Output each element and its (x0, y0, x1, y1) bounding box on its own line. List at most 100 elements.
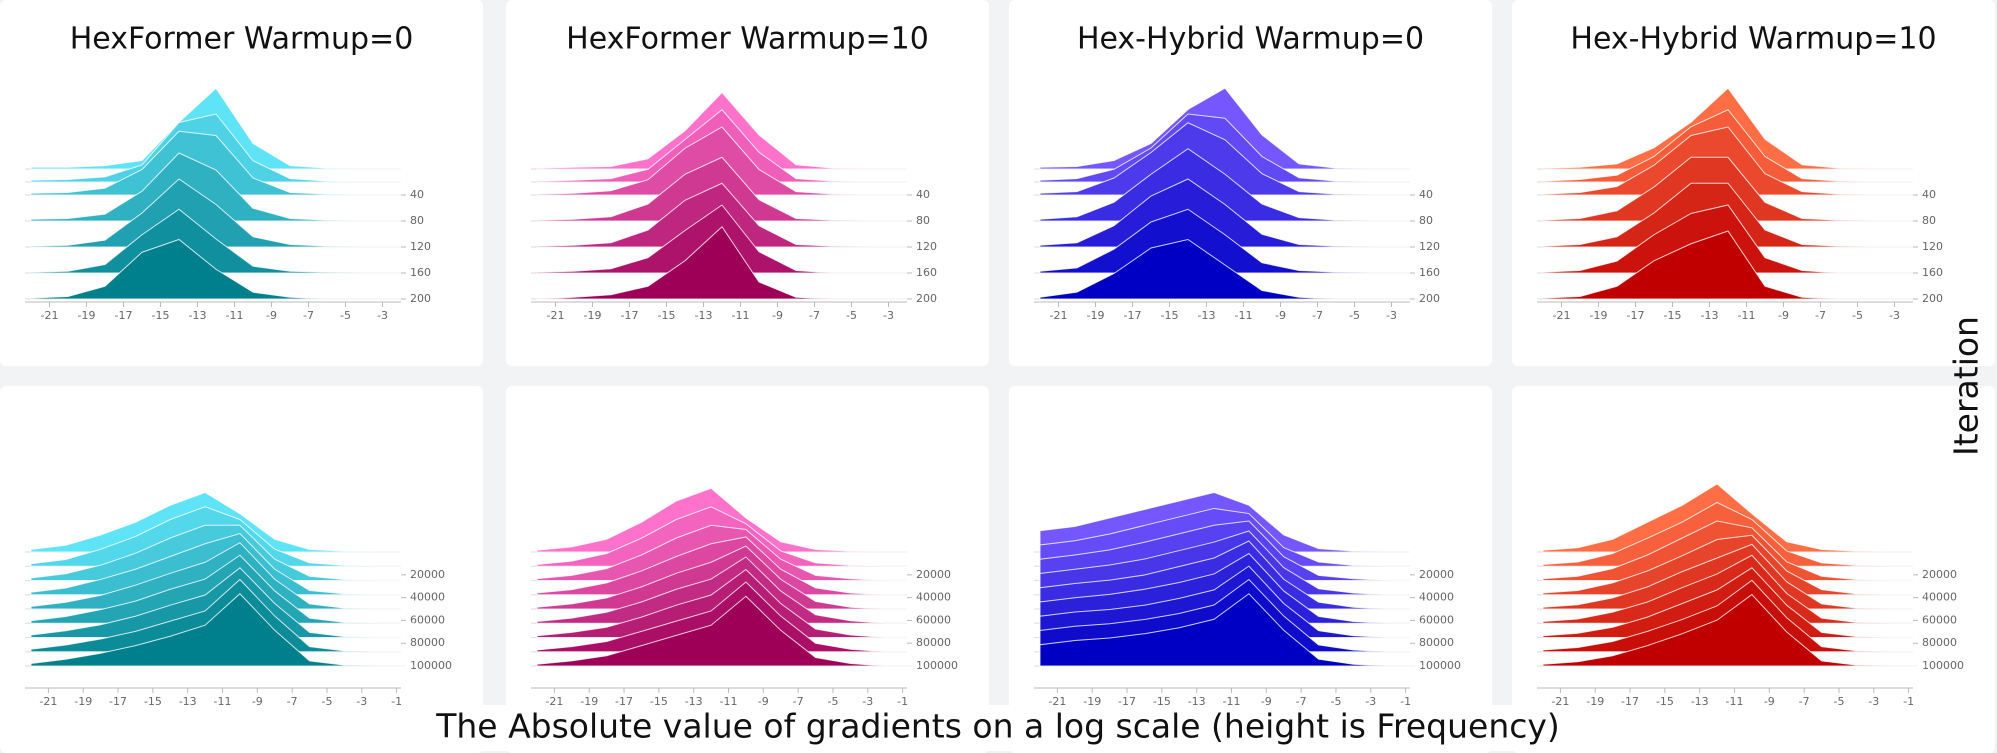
y-tick-label: 60000 (1922, 613, 1957, 626)
panel: -21 -19 -17 -15 -13 -11 -9 -7 -5 -3 -1 20000 40000 60… (506, 386, 989, 753)
x-tick-label: -19 (1083, 695, 1101, 708)
x-tick-label: -21 (41, 309, 59, 322)
x-tick-label: -7 (287, 695, 298, 708)
x-tick-label: -11 (214, 695, 232, 708)
x-tick-label: -5 (846, 309, 857, 322)
x-tick-label: -21 (547, 309, 565, 322)
label-backdrop (410, 705, 1590, 751)
ridge (1039, 593, 1423, 667)
x-tick-label: -21 (1553, 309, 1571, 322)
ridge (536, 225, 907, 300)
ridge (1542, 593, 1926, 667)
x-tick-label: -3 (356, 695, 367, 708)
x-tick-label: -11 (226, 309, 244, 322)
x-tick-label: -19 (78, 309, 96, 322)
x-tick-label: -11 (720, 695, 738, 708)
y-tick-label: 60000 (410, 613, 445, 626)
x-tick-label: -13 (685, 695, 703, 708)
y-tick-label: 40 (1419, 188, 1433, 201)
y-tick-label: 40000 (410, 591, 445, 604)
y-tick-label: 60000 (1419, 613, 1454, 626)
x-tick-label: -17 (1621, 695, 1639, 708)
x-tick-label: -15 (1656, 695, 1674, 708)
x-tick-label: -17 (115, 309, 133, 322)
x-tick-label: -21 (1050, 309, 1068, 322)
x-tick-label: -1 (897, 695, 908, 708)
ridge (1039, 178, 1410, 248)
x-tick-label: -19 (74, 695, 92, 708)
y-tick-label: 20000 (1922, 568, 1957, 581)
x-tick-label: -5 (321, 695, 332, 708)
y-tick-label: 100000 (410, 659, 452, 672)
x-tick-label: -11 (1726, 695, 1744, 708)
y-axis-title: Iteration (1947, 316, 1986, 456)
y-tick-label: 160 (410, 266, 431, 279)
panel: -21 -19 -17 -15 -13 -11 -9 -7 -5 -3 -1 20000 40000 60… (1512, 386, 1995, 753)
ridge (1039, 238, 1410, 300)
x-tick-label: -15 (658, 309, 676, 322)
x-tick-label: -3 (1386, 309, 1397, 322)
panel-title: HexFormer Warmup=0 (70, 22, 414, 57)
x-tick-label: -13 (1188, 695, 1206, 708)
x-tick-label: -7 (1296, 695, 1307, 708)
y-tick-label: 100000 (1419, 659, 1461, 672)
x-tick-label: -5 (1833, 695, 1844, 708)
x-tick-label: -7 (303, 309, 314, 322)
ridge (30, 238, 401, 300)
y-tick-label: 80000 (916, 636, 951, 649)
y-tick-label: 20000 (410, 568, 445, 581)
x-tick-label: -17 (621, 309, 639, 322)
x-tick-label: -7 (793, 695, 804, 708)
x-tick-label: -17 (1124, 309, 1142, 322)
x-tick-label: -19 (1586, 695, 1604, 708)
x-tick-label: -17 (1118, 695, 1136, 708)
panel-title: Hex-Hybrid Warmup=10 (1570, 22, 1936, 57)
x-tick-label: -7 (1815, 309, 1826, 322)
x-tick-label: -19 (584, 309, 602, 322)
x-tick-label: -5 (827, 695, 838, 708)
x-tick-label: -15 (1161, 309, 1179, 322)
ridge (536, 595, 920, 667)
x-tick-label: -13 (1701, 309, 1719, 322)
x-tick-label: -11 (732, 309, 750, 322)
x-tick-label: -5 (340, 309, 351, 322)
y-tick-label: 120 (410, 240, 431, 253)
y-tick-label: 80 (1419, 214, 1433, 227)
y-tick-label: 40000 (1419, 591, 1454, 604)
ridge (1542, 230, 1913, 300)
x-tick-label: -15 (1664, 309, 1682, 322)
x-tick-label: -9 (1261, 695, 1272, 708)
y-tick-label: 80000 (1419, 636, 1454, 649)
panel: Hex-Hybrid Warmup=10 -21 -19 -17 -15 -13 -11 -9… (1512, 0, 1995, 366)
y-tick-label: 80 (410, 214, 424, 227)
x-tick-label: -19 (1087, 309, 1105, 322)
x-tick-label: -19 (1590, 309, 1608, 322)
panel: -21 -19 -17 -15 -13 -11 -9 -7 -5 -3 -1 20000 40000 60… (0, 386, 483, 753)
y-tick-label: 120 (916, 240, 937, 253)
x-tick-label: -1 (1903, 695, 1914, 708)
y-tick-label: 120 (1419, 240, 1440, 253)
y-tick-label: 120 (1922, 240, 1943, 253)
x-tick-label: -9 (1275, 309, 1286, 322)
x-tick-label: -19 (580, 695, 598, 708)
x-tick-label: -11 (1738, 309, 1756, 322)
x-tick-label: -13 (179, 695, 197, 708)
panel: HexFormer Warmup=0 -21 -19 -17 -15 -13 -11 -9 -7… (0, 0, 483, 366)
x-tick-label: -9 (266, 309, 277, 322)
x-tick-label: -9 (772, 309, 783, 322)
y-tick-label: 60000 (916, 613, 951, 626)
ridge (1039, 208, 1410, 274)
y-tick-label: 80 (916, 214, 930, 227)
y-tick-label: 40000 (1922, 591, 1957, 604)
x-tick-label: -5 (1349, 309, 1360, 322)
x-tick-label: -15 (144, 695, 162, 708)
y-tick-label: 40 (410, 188, 424, 201)
y-tick-label: 80000 (410, 636, 445, 649)
y-tick-label: 200 (1419, 292, 1440, 305)
y-tick-label: 200 (916, 292, 937, 305)
x-tick-label: -7 (1799, 695, 1810, 708)
y-tick-label: 80000 (1922, 636, 1957, 649)
x-tick-label: -7 (809, 309, 820, 322)
panel: -21 -19 -17 -15 -13 -11 -9 -7 -5 -3 -1 20000 40000 60… (1009, 386, 1492, 753)
